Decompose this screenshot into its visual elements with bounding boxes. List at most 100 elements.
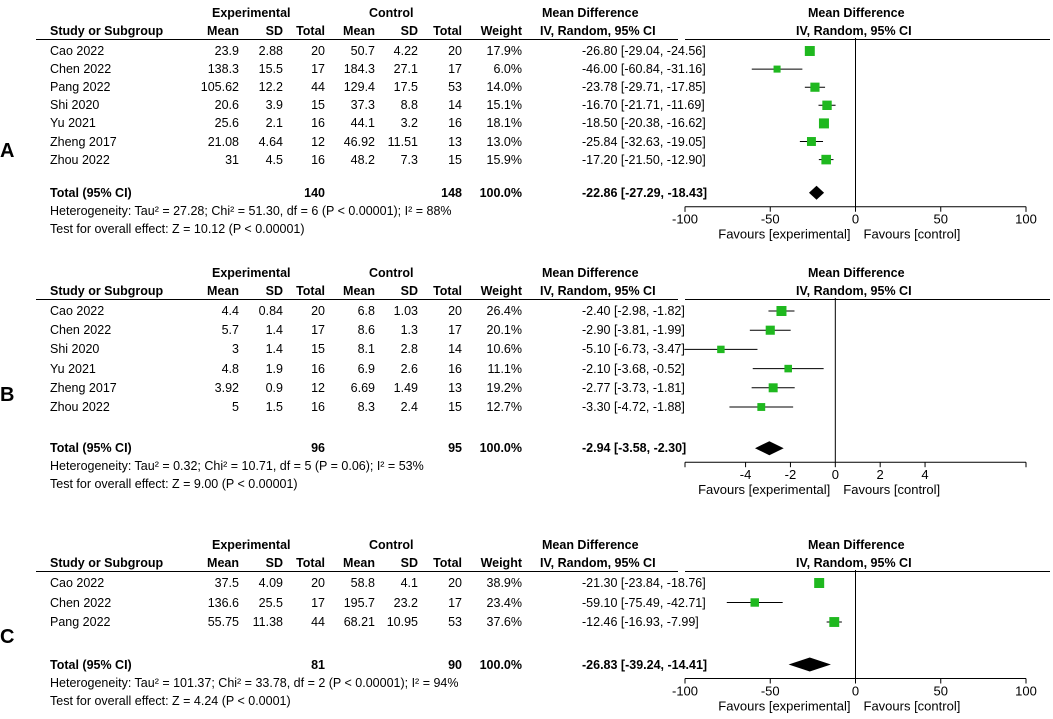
ci-cell: -46.00 [-60.84, -31.16] [582,62,706,77]
ctl-sd-cell: 2.8 [400,342,418,357]
study-name: Yu 2021 [50,116,96,131]
ci-cell: -2.77 [-3.73, -1.81] [582,380,685,395]
exp-total-header: Total [296,556,325,570]
exp-mean-cell: 21.08 [207,134,239,149]
x-tick-label: 0 [852,212,859,227]
total-exp-n: 96 [311,441,325,456]
total-label: Total (95% CI) [50,185,132,200]
exp-total-cell: 12 [311,134,325,149]
study-name: Cao 2022 [50,576,105,590]
ctl-total-cell: 17 [448,62,462,77]
ci-cell: -25.84 [-32.63, -19.05] [582,134,706,149]
weight-cell: 11.1% [487,361,522,376]
favours-experimental-label: Favours [experimental] [718,699,850,714]
ctl-sd-cell: 10.95 [386,615,418,629]
total-label: Total (95% CI) [50,657,132,672]
effect-marker [810,82,820,92]
x-tick-label: 50 [934,212,948,227]
exp-mean-cell: 20.6 [214,98,239,113]
ci-cell: -16.70 [-21.71, -11.69] [582,98,705,113]
ctl-total-header: Total [433,556,462,570]
total-ctl-n: 90 [448,657,462,672]
ctl-mean-cell: 6.69 [350,380,375,395]
effect-marker [822,100,832,110]
ci-cell: -26.80 [-29.04, -24.56] [582,44,706,58]
weight-cell: 15.1% [486,98,522,113]
exp-sd-cell: 11.38 [252,615,283,629]
weight-cell: 14.0% [486,80,522,95]
study-name: Shi 2020 [50,342,100,357]
weight-cell: 6.0% [493,62,523,77]
header-rule [36,39,678,40]
total-exp-n: 81 [311,657,325,672]
ctl-sd-cell: 4.1 [400,576,418,590]
exp-mean-cell: 37.5 [214,576,239,590]
ctl-total-cell: 17 [448,595,462,610]
exp-sd-header: SD [265,24,283,38]
favours-control-label: Favours [control] [864,227,961,242]
ctl-mean-cell: 8.1 [357,342,375,357]
study-name: Zhou 2022 [50,400,110,414]
ctl-mean-header: Mean [343,284,375,298]
ctl-total-cell: 15 [448,152,462,167]
ctl-total-cell: 16 [448,116,462,131]
ctl-mean-cell: 129.4 [343,80,375,95]
plot-header-rule [685,39,1050,40]
exp-total-header: Total [296,284,325,298]
ctl-total-cell: 14 [448,342,462,357]
weight-cell: 15.9% [486,152,522,167]
exp-mean-cell: 5 [232,400,239,414]
ctl-sd-header: SD [400,24,418,38]
x-tick-label: -50 [761,684,780,699]
mean-difference-header: Mean Difference [542,266,639,280]
forest-plot: -4 -2 0 2 4 Favours [experimental] Favours [co… [684,298,1027,497]
weight-cell: 13.0% [486,134,522,149]
x-tick-label: -2 [785,467,797,482]
exp-mean-cell: 31 [225,152,239,167]
ci-cell: -5.10 [-6.73, -3.47] [582,342,685,357]
exp-sd-cell: 15.5 [258,62,283,77]
plot-ci-method-header: IV, Random, 95% CI [796,556,912,570]
ctl-mean-cell: 6.9 [357,361,375,376]
exp-mean-cell: 5.7 [221,323,239,338]
ctl-total-cell: 14 [448,98,462,113]
exp-mean-cell: 4.4 [221,304,239,318]
ctl-total-cell: 17 [448,323,462,338]
ci-cell: -3.30 [-4.72, -1.88] [582,400,685,414]
ci-method-header: IV, Random, 95% CI [540,24,656,38]
exp-sd-cell: 12.2 [258,80,283,95]
weight-cell: 23.4% [486,595,522,610]
ctl-sd-cell: 1.03 [393,304,418,318]
study-name: Shi 2020 [50,98,100,113]
heterogeneity-text: Heterogeneity: Tau² = 0.32; Chi² = 10.71… [50,459,424,474]
total-ctl-n: 148 [441,185,462,200]
ctl-mean-cell: 68.21 [343,615,375,629]
exp-total-cell: 20 [311,304,325,318]
exp-sd-cell: 3.9 [265,98,283,113]
exp-mean-cell: 25.6 [214,116,239,131]
total-ci: -22.86 [-27.29, -18.43] [582,185,708,200]
exp-mean-cell: 55.75 [207,615,239,629]
plot-header-rule [685,299,1050,300]
ctl-sd-cell: 2.4 [400,400,418,414]
ctl-total-cell: 15 [448,400,462,414]
ctl-total-cell: 53 [448,615,462,629]
ctl-mean-cell: 58.8 [350,576,375,590]
forest-plot: -100 -50 0 50 100 Favours [experimental] Favou… [672,570,1037,714]
effect-marker [768,383,778,393]
ctl-sd-header: SD [400,556,418,570]
forest-plot: -100 -50 0 50 100 Favours [experimental] Favou… [672,38,1037,242]
effect-marker [784,364,792,373]
ci-method-header: IV, Random, 95% CI [540,284,656,298]
exp-mean-cell: 3.92 [214,380,239,395]
favours-control-label: Favours [control] [843,482,940,497]
exp-sd-cell: 2.88 [258,44,283,58]
ctl-mean-header: Mean [343,556,375,570]
x-tick-label: -100 [672,684,698,699]
study-name: Zhou 2022 [50,152,110,167]
total-weight: 100.0% [479,657,522,672]
experimental-group-header: Experimental [212,266,291,280]
mean-difference-header: Mean Difference [542,538,639,552]
control-group-header: Control [369,6,414,20]
total-label: Total (95% CI) [50,441,132,456]
